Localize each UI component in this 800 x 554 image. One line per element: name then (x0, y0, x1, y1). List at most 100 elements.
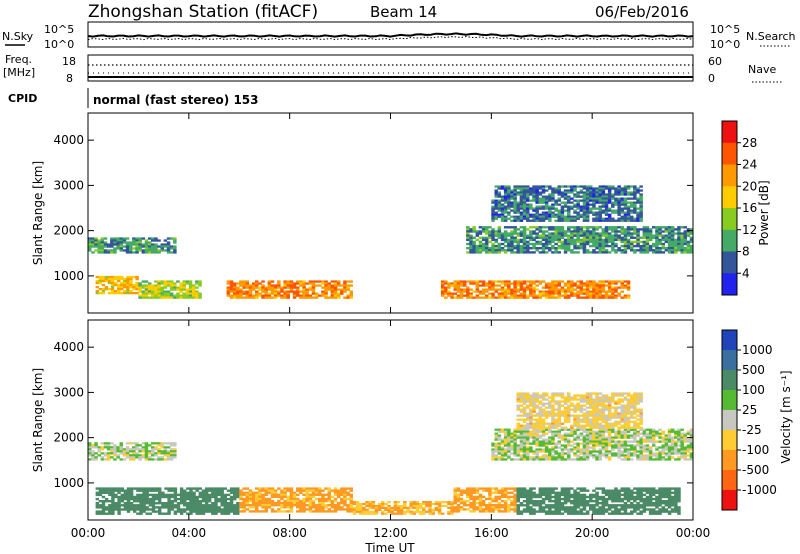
range-gate-cell (510, 501, 514, 505)
range-gate-cell (680, 247, 684, 250)
range-gate-cell (466, 280, 470, 283)
range-gate-cell (507, 446, 511, 449)
range-gate-cell (166, 280, 171, 283)
range-gate-cell (264, 506, 268, 509)
range-gate-cell (481, 288, 486, 291)
range-gate-cell (639, 205, 643, 208)
range-gate-cell (554, 201, 558, 204)
range-gate-cell (623, 234, 628, 237)
range-gate-cell (204, 495, 209, 499)
range-gate-cell (573, 294, 577, 297)
range-gate-cell (582, 247, 587, 250)
range-gate-cell (589, 191, 593, 194)
range-gate-cell (340, 487, 344, 490)
range-gate-cell (598, 454, 602, 457)
range-gate-cell (516, 450, 520, 453)
range-gate-cell (589, 506, 593, 509)
range-gate-cell (158, 495, 162, 499)
range-gate-cell (324, 292, 328, 295)
range-gate-cell (614, 446, 618, 449)
range-gate-cell (111, 502, 115, 505)
range-gate-cell (308, 282, 313, 285)
range-gate-cell (563, 446, 568, 449)
range-gate-cell (176, 510, 181, 513)
range-gate-cell (623, 495, 628, 499)
range-gate-cell (138, 290, 142, 293)
range-gate-cell (541, 217, 546, 220)
range-gate-cell (236, 502, 240, 505)
range-gate-cell (541, 236, 546, 239)
range-gate-cell (503, 442, 508, 445)
range-gate-cell (570, 493, 574, 497)
range-gate-cell (585, 217, 590, 220)
range-gate-cell (595, 430, 599, 433)
range-gate-cell (126, 497, 131, 501)
range-gate-cell (598, 458, 602, 461)
range-gate-cell (595, 495, 599, 499)
range-gate-cell (327, 286, 331, 289)
range-gate-cell (201, 497, 206, 501)
range-gate-cell (560, 207, 565, 210)
range-gate-cell (510, 195, 514, 198)
range-gate-cell (158, 493, 162, 497)
range-gate-cell (491, 448, 495, 451)
range-gate-cell (251, 504, 256, 507)
range-gate-cell (664, 500, 669, 503)
range-gate-cell (195, 280, 199, 283)
range-gate-cell (639, 491, 643, 494)
range-gate-cell (327, 489, 331, 492)
range-gate-cell (538, 428, 543, 431)
range-gate-cell (595, 207, 599, 210)
range-gate-cell (519, 442, 524, 445)
range-gate-cell (154, 446, 158, 449)
range-gate-cell (585, 450, 590, 453)
range-gate-cell (510, 238, 514, 242)
range-gate-cell (151, 500, 156, 503)
range-gate-cell (519, 458, 524, 461)
range-gate-cell (560, 286, 565, 289)
range-gate-cell (264, 288, 268, 291)
range-gate-cell (607, 491, 612, 494)
range-gate-cell (95, 506, 99, 509)
range-gate-cell (674, 247, 678, 250)
range-gate-cell (532, 286, 536, 289)
range-gate-cell (563, 436, 568, 439)
range-gate-cell (444, 296, 448, 299)
range-gate-cell (472, 504, 476, 507)
range-gate-cell (567, 452, 571, 455)
range-gate-cell (154, 243, 158, 246)
range-gate-cell (683, 230, 687, 233)
range-gate-cell (161, 506, 165, 509)
range-gate-cell (349, 495, 353, 499)
range-gate-cell (217, 510, 221, 513)
range-gate-cell (182, 282, 186, 285)
range-gate-cell (251, 506, 256, 509)
range-gate-cell (343, 284, 347, 287)
range-gate-cell (604, 203, 609, 206)
range-gate-cell (226, 280, 231, 283)
range-gate-cell (123, 506, 128, 509)
range-gate-cell (296, 280, 300, 283)
range-gate-cell (117, 292, 121, 295)
range-gate-cell (576, 234, 580, 237)
range-gate-cell (108, 487, 112, 490)
range-gate-cell (576, 495, 580, 499)
range-gate-cell (579, 456, 584, 459)
range-gate-cell (661, 489, 665, 492)
range-gate-cell (169, 282, 174, 285)
range-gate-cell (595, 512, 599, 515)
range-gate-cell (538, 430, 543, 433)
range-gate-cell (233, 510, 237, 513)
range-gate-cell (633, 508, 637, 511)
range-gate-cell (516, 247, 520, 250)
range-gate-cell (538, 234, 543, 237)
range-gate-cell (368, 506, 372, 509)
range-gate-cell (573, 199, 577, 202)
range-gate-cell (104, 489, 109, 492)
range-gate-cell (526, 207, 530, 210)
range-gate-cell (592, 296, 596, 299)
range-gate-cell (277, 286, 281, 289)
range-gate-cell (601, 199, 606, 202)
range-gate-cell (233, 506, 237, 509)
range-gate-cell (535, 209, 539, 212)
